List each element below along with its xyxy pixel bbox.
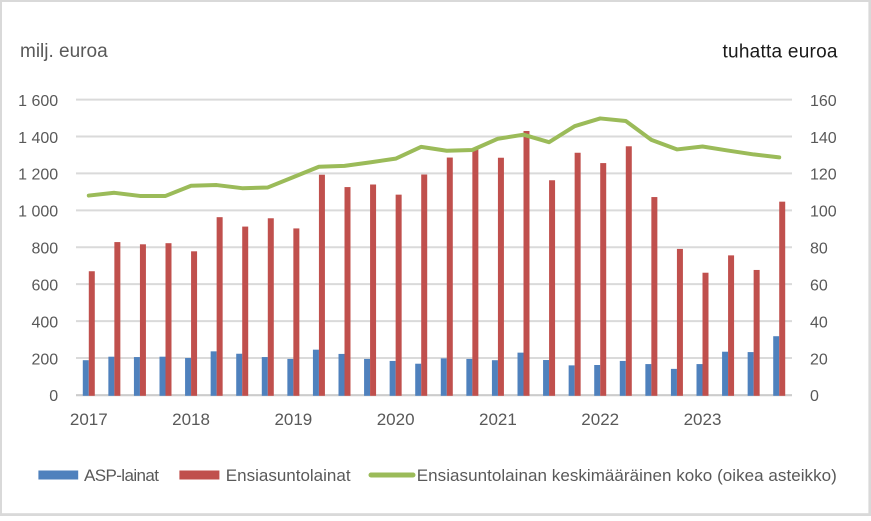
svg-text:2022: 2022: [581, 410, 619, 429]
svg-text:20: 20: [810, 351, 828, 368]
svg-text:100: 100: [810, 204, 837, 221]
svg-text:200: 200: [31, 351, 58, 368]
svg-text:Ensiasuntolainat: Ensiasuntolainat: [226, 466, 351, 485]
svg-text:400: 400: [31, 314, 58, 331]
svg-text:2017: 2017: [70, 410, 108, 429]
svg-text:600: 600: [31, 277, 58, 294]
svg-text:2021: 2021: [479, 410, 517, 429]
svg-text:2018: 2018: [172, 410, 210, 429]
svg-text:2023: 2023: [684, 410, 722, 429]
svg-text:0: 0: [810, 388, 819, 405]
svg-text:2020: 2020: [377, 410, 415, 429]
svg-text:1 600: 1 600: [18, 93, 58, 110]
svg-text:60: 60: [810, 277, 828, 294]
svg-text:120: 120: [810, 167, 837, 184]
svg-text:ASP-lainat: ASP-lainat: [84, 466, 159, 485]
svg-text:80: 80: [810, 241, 828, 258]
svg-text:milj. euroa: milj. euroa: [20, 41, 108, 62]
svg-text:0: 0: [49, 388, 58, 405]
svg-text:Ensiasuntolainan keskimääräine: Ensiasuntolainan keskimääräinen koko (oi…: [417, 466, 837, 485]
svg-text:40: 40: [810, 314, 828, 331]
svg-text:1 400: 1 400: [18, 130, 58, 147]
svg-text:160: 160: [810, 93, 837, 110]
svg-text:1 000: 1 000: [18, 204, 58, 221]
svg-text:800: 800: [31, 241, 58, 258]
svg-text:1 200: 1 200: [18, 167, 58, 184]
svg-text:140: 140: [810, 130, 837, 147]
svg-text:tuhatta euroa: tuhatta euroa: [723, 42, 838, 63]
svg-text:2019: 2019: [274, 410, 312, 429]
